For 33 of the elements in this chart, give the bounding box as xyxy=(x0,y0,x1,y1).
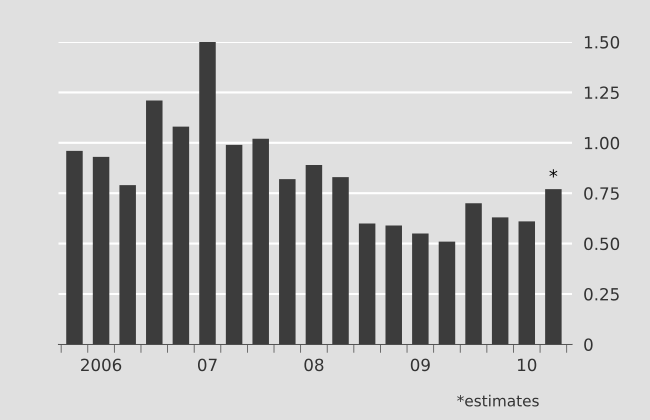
x-tick-label: 07 xyxy=(198,358,217,372)
bar xyxy=(66,150,83,344)
bar xyxy=(358,223,376,344)
bar xyxy=(385,225,402,344)
bar xyxy=(252,138,269,344)
bar xyxy=(172,126,190,344)
bar xyxy=(412,234,429,344)
y-tick-label: 0.50 xyxy=(584,238,620,250)
bar xyxy=(199,42,216,344)
y-tick-label: 1.25 xyxy=(584,86,619,99)
bar xyxy=(518,221,536,344)
y-tick-label: 0 xyxy=(584,338,593,351)
bar xyxy=(438,242,456,344)
y-tick-label: 1.00 xyxy=(584,136,620,150)
bar xyxy=(465,203,482,344)
bar xyxy=(306,164,322,344)
bar xyxy=(226,144,242,344)
y-tick-label: 0.25 xyxy=(584,288,619,301)
bar xyxy=(492,217,508,344)
bar xyxy=(545,189,562,344)
y-tick-label: 0.75 xyxy=(584,187,619,200)
x-tick-label: 08 xyxy=(304,358,324,372)
bar xyxy=(119,185,136,344)
x-tick-label: 10 xyxy=(518,358,536,372)
bar xyxy=(92,156,110,344)
bar xyxy=(279,179,296,344)
x-tick-label: 09 xyxy=(410,358,430,372)
bar xyxy=(332,177,349,344)
x-tick-label: 2006 xyxy=(81,358,122,372)
annotation: * xyxy=(549,169,558,178)
bar xyxy=(146,100,163,344)
y-tick-label: 1.50 xyxy=(584,36,620,49)
text: *estimates xyxy=(457,394,539,407)
